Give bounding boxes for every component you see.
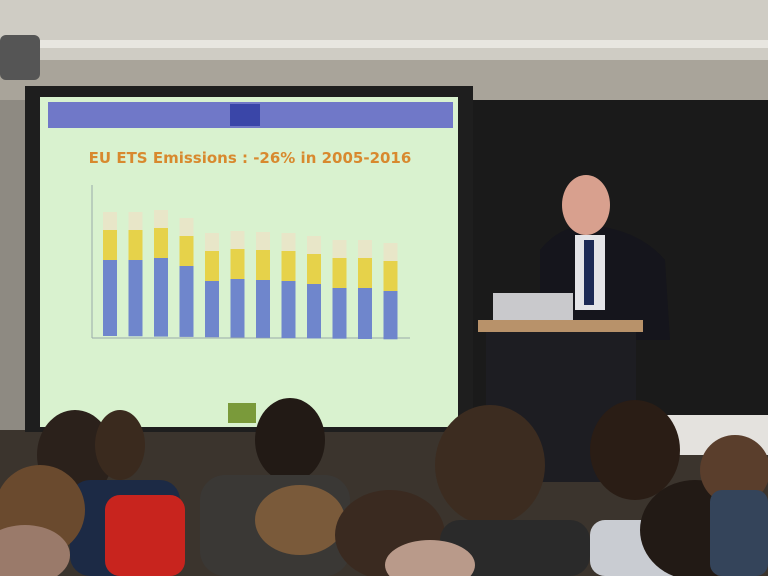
laptop [493,293,573,321]
climate-action-logo [228,403,256,423]
bar-shape [307,254,321,284]
bar-shape [358,240,372,258]
bar-shape [179,218,194,236]
bar-shape [154,258,168,337]
audience-head [0,525,70,576]
audience-head [95,410,145,480]
bar-shape [128,260,143,337]
slide-chart [91,185,410,423]
bar-shape [103,230,117,260]
bar-shape [128,230,143,260]
bar-shape [332,288,347,339]
bar-shape [307,284,321,339]
audience-head [255,485,345,555]
bar-shape [281,281,296,339]
bar-shape [358,288,372,339]
bar-shape [154,210,168,228]
ceiling [0,0,768,60]
bar-shape [179,266,194,337]
bar-shape [128,212,143,230]
bar-shape [281,233,296,251]
audience-body [105,495,185,576]
audience-head [700,435,768,505]
audience [0,398,768,576]
bar-shape [230,279,245,338]
bar-shape [205,251,219,281]
bar-shape [103,260,117,336]
bar-shape [281,251,296,281]
bar-shape [256,232,270,250]
bar-shape [154,228,168,258]
bar-shape [307,236,321,254]
bars [103,210,398,340]
slide-title: EU ETS Emissions : -26% in 2005-2016 [89,149,412,167]
ceiling-light [0,40,768,48]
bar-shape [179,236,194,266]
audience-head [590,400,680,500]
bar-shape [256,250,270,280]
bar-shape [205,233,219,251]
bar-shape [332,240,347,258]
bar-shape [103,212,117,230]
podium-top [478,320,643,332]
bar-shape [205,281,219,338]
speaker-tie [584,240,594,305]
audience-head [385,540,475,576]
bar-shape [358,258,372,288]
bar-shape [230,249,245,279]
audience-head [435,405,545,525]
audience-body [710,490,768,576]
bar-shape [383,291,398,340]
audience-head [255,398,325,482]
bar-shape [230,231,245,249]
bar-shape [383,243,398,261]
audience-body [440,520,590,576]
projector [0,35,40,80]
bar-shape [332,258,347,288]
eu-logo [230,104,260,126]
bar-shape [256,280,270,338]
speaker-head [562,175,610,235]
bar-shape [383,261,398,291]
